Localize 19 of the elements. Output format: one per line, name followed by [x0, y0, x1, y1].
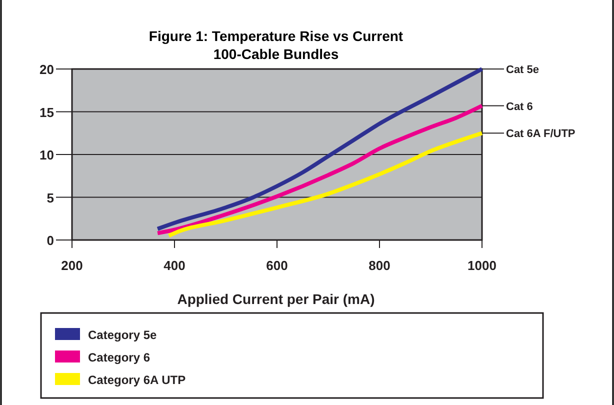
x-tick-label: 800: [368, 258, 390, 273]
y-tick-label: 20: [40, 62, 54, 77]
x-tick-label: 400: [164, 258, 186, 273]
y-tick-label: 10: [40, 148, 54, 162]
x-tick-label: 1000: [468, 258, 496, 273]
y-tick-label: 0: [46, 233, 54, 248]
y-tick-label: 5: [46, 190, 54, 206]
y-tick-label: 15: [40, 104, 54, 120]
text: Cat 6: [506, 100, 533, 113]
legend-label: Category 6A UTP: [88, 373, 186, 387]
x-tick-label: 600: [266, 258, 288, 273]
x-tick-label: 200: [61, 258, 83, 273]
legend-label: Category 5e: [88, 328, 158, 342]
text: Cat 6A F/UTP: [506, 128, 576, 140]
chart-title: Figure 1: Temperature Rise vs Current: [148, 28, 404, 44]
x-axis-title: Applied Current per Pair (mA): [177, 291, 375, 307]
legend-label: Category 6: [88, 350, 150, 364]
text: Cat 5e: [506, 64, 540, 76]
chart-subtitle: 100-Cable Bundles: [213, 46, 339, 62]
